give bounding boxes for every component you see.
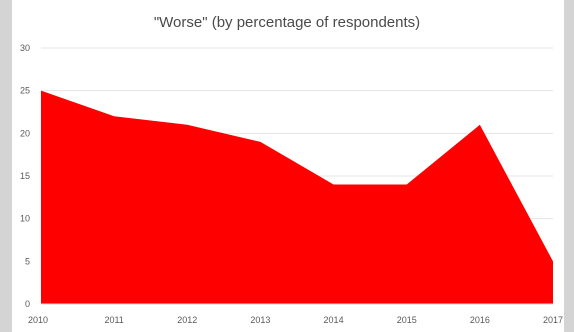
y-tick-label: 20 [20, 128, 30, 138]
chart-title: "Worse" (by percentage of respondents) [153, 14, 421, 31]
x-tick-label: 2017 [543, 315, 563, 325]
y-axis: 0 5 10 15 20 25 30 [20, 43, 30, 309]
series-area [41, 90, 553, 305]
y-tick-label: 30 [20, 43, 30, 53]
y-tick-label: 15 [20, 171, 30, 181]
x-tick-label: 2016 [470, 315, 490, 325]
area-series-worse [41, 90, 553, 305]
x-tick-label: 2012 [177, 315, 197, 325]
y-tick-label: 25 [20, 86, 30, 96]
x-axis: 2010 2011 2012 2013 2014 2015 2016 2017 [28, 303, 563, 325]
x-tick-label: 2015 [397, 315, 417, 325]
y-tick-label: 5 [25, 256, 30, 266]
x-tick-label: 2014 [324, 315, 344, 325]
y-tick-label: 0 [25, 299, 30, 309]
x-tick-label: 2013 [250, 315, 270, 325]
x-tick-label: 2011 [104, 315, 123, 325]
y-tick-label: 10 [20, 214, 30, 224]
x-tick-label: 2010 [28, 315, 48, 325]
